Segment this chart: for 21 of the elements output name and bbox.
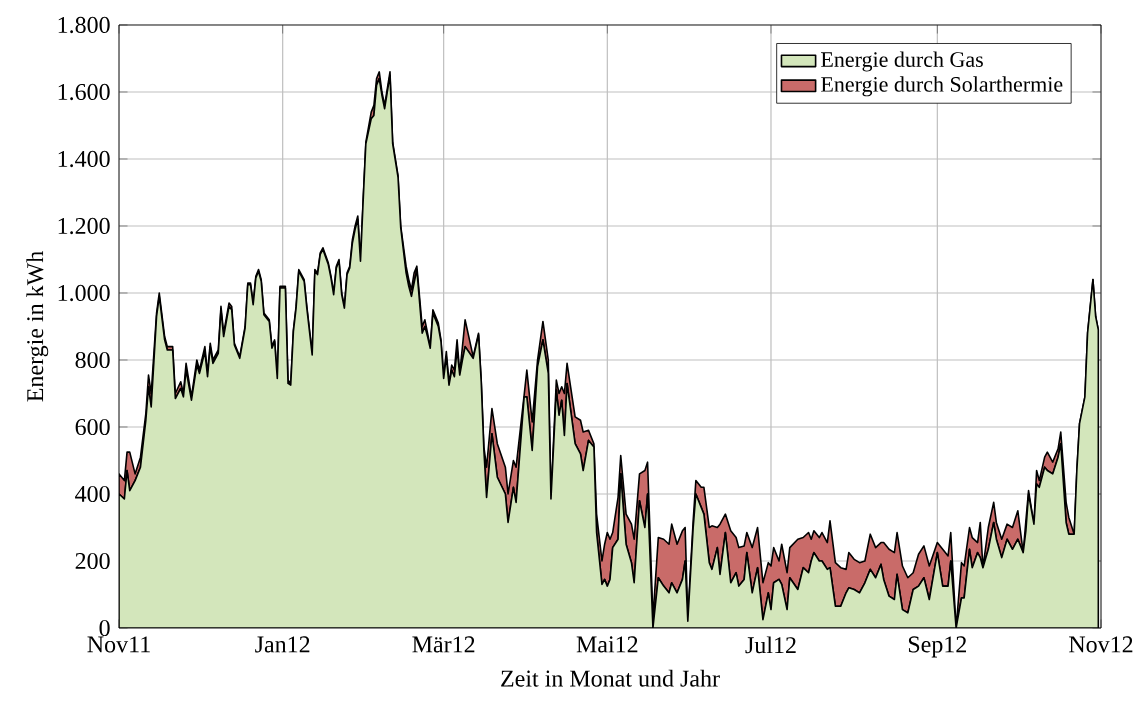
- y-tick-label: 600: [75, 418, 110, 436]
- y-tick-label: 400: [75, 485, 110, 503]
- legend-label: Energie durch Gas: [821, 51, 983, 72]
- y-tick-label: 800: [75, 351, 110, 369]
- x-tick-label: Nov11: [87, 636, 150, 653]
- y-tick-label: 1.400: [58, 150, 110, 168]
- y-tick-label: 1.800: [58, 16, 110, 34]
- y-tick-label: 1.000: [58, 284, 110, 302]
- legend-label: Energie durch Solarthermie: [821, 76, 1063, 97]
- y-tick-label: 1.600: [58, 83, 110, 101]
- x-tick-label: Jan12: [255, 636, 310, 653]
- x-tick-label: Jul12: [745, 636, 796, 654]
- y-tick-label: 200: [75, 552, 110, 570]
- y-tick-label: 1.200: [58, 217, 110, 235]
- x-tick-label: Sep12: [908, 636, 966, 658]
- y-axis-title: Energie in kWh: [26, 251, 49, 402]
- x-tick-label: Mär12: [412, 636, 475, 653]
- x-tick-label: Nov12: [1069, 636, 1133, 653]
- x-tick-label: Mai12: [576, 636, 638, 653]
- y-tick-label: 0: [99, 619, 110, 637]
- x-axis-title: Zeit in Monat und Jahr: [501, 669, 720, 687]
